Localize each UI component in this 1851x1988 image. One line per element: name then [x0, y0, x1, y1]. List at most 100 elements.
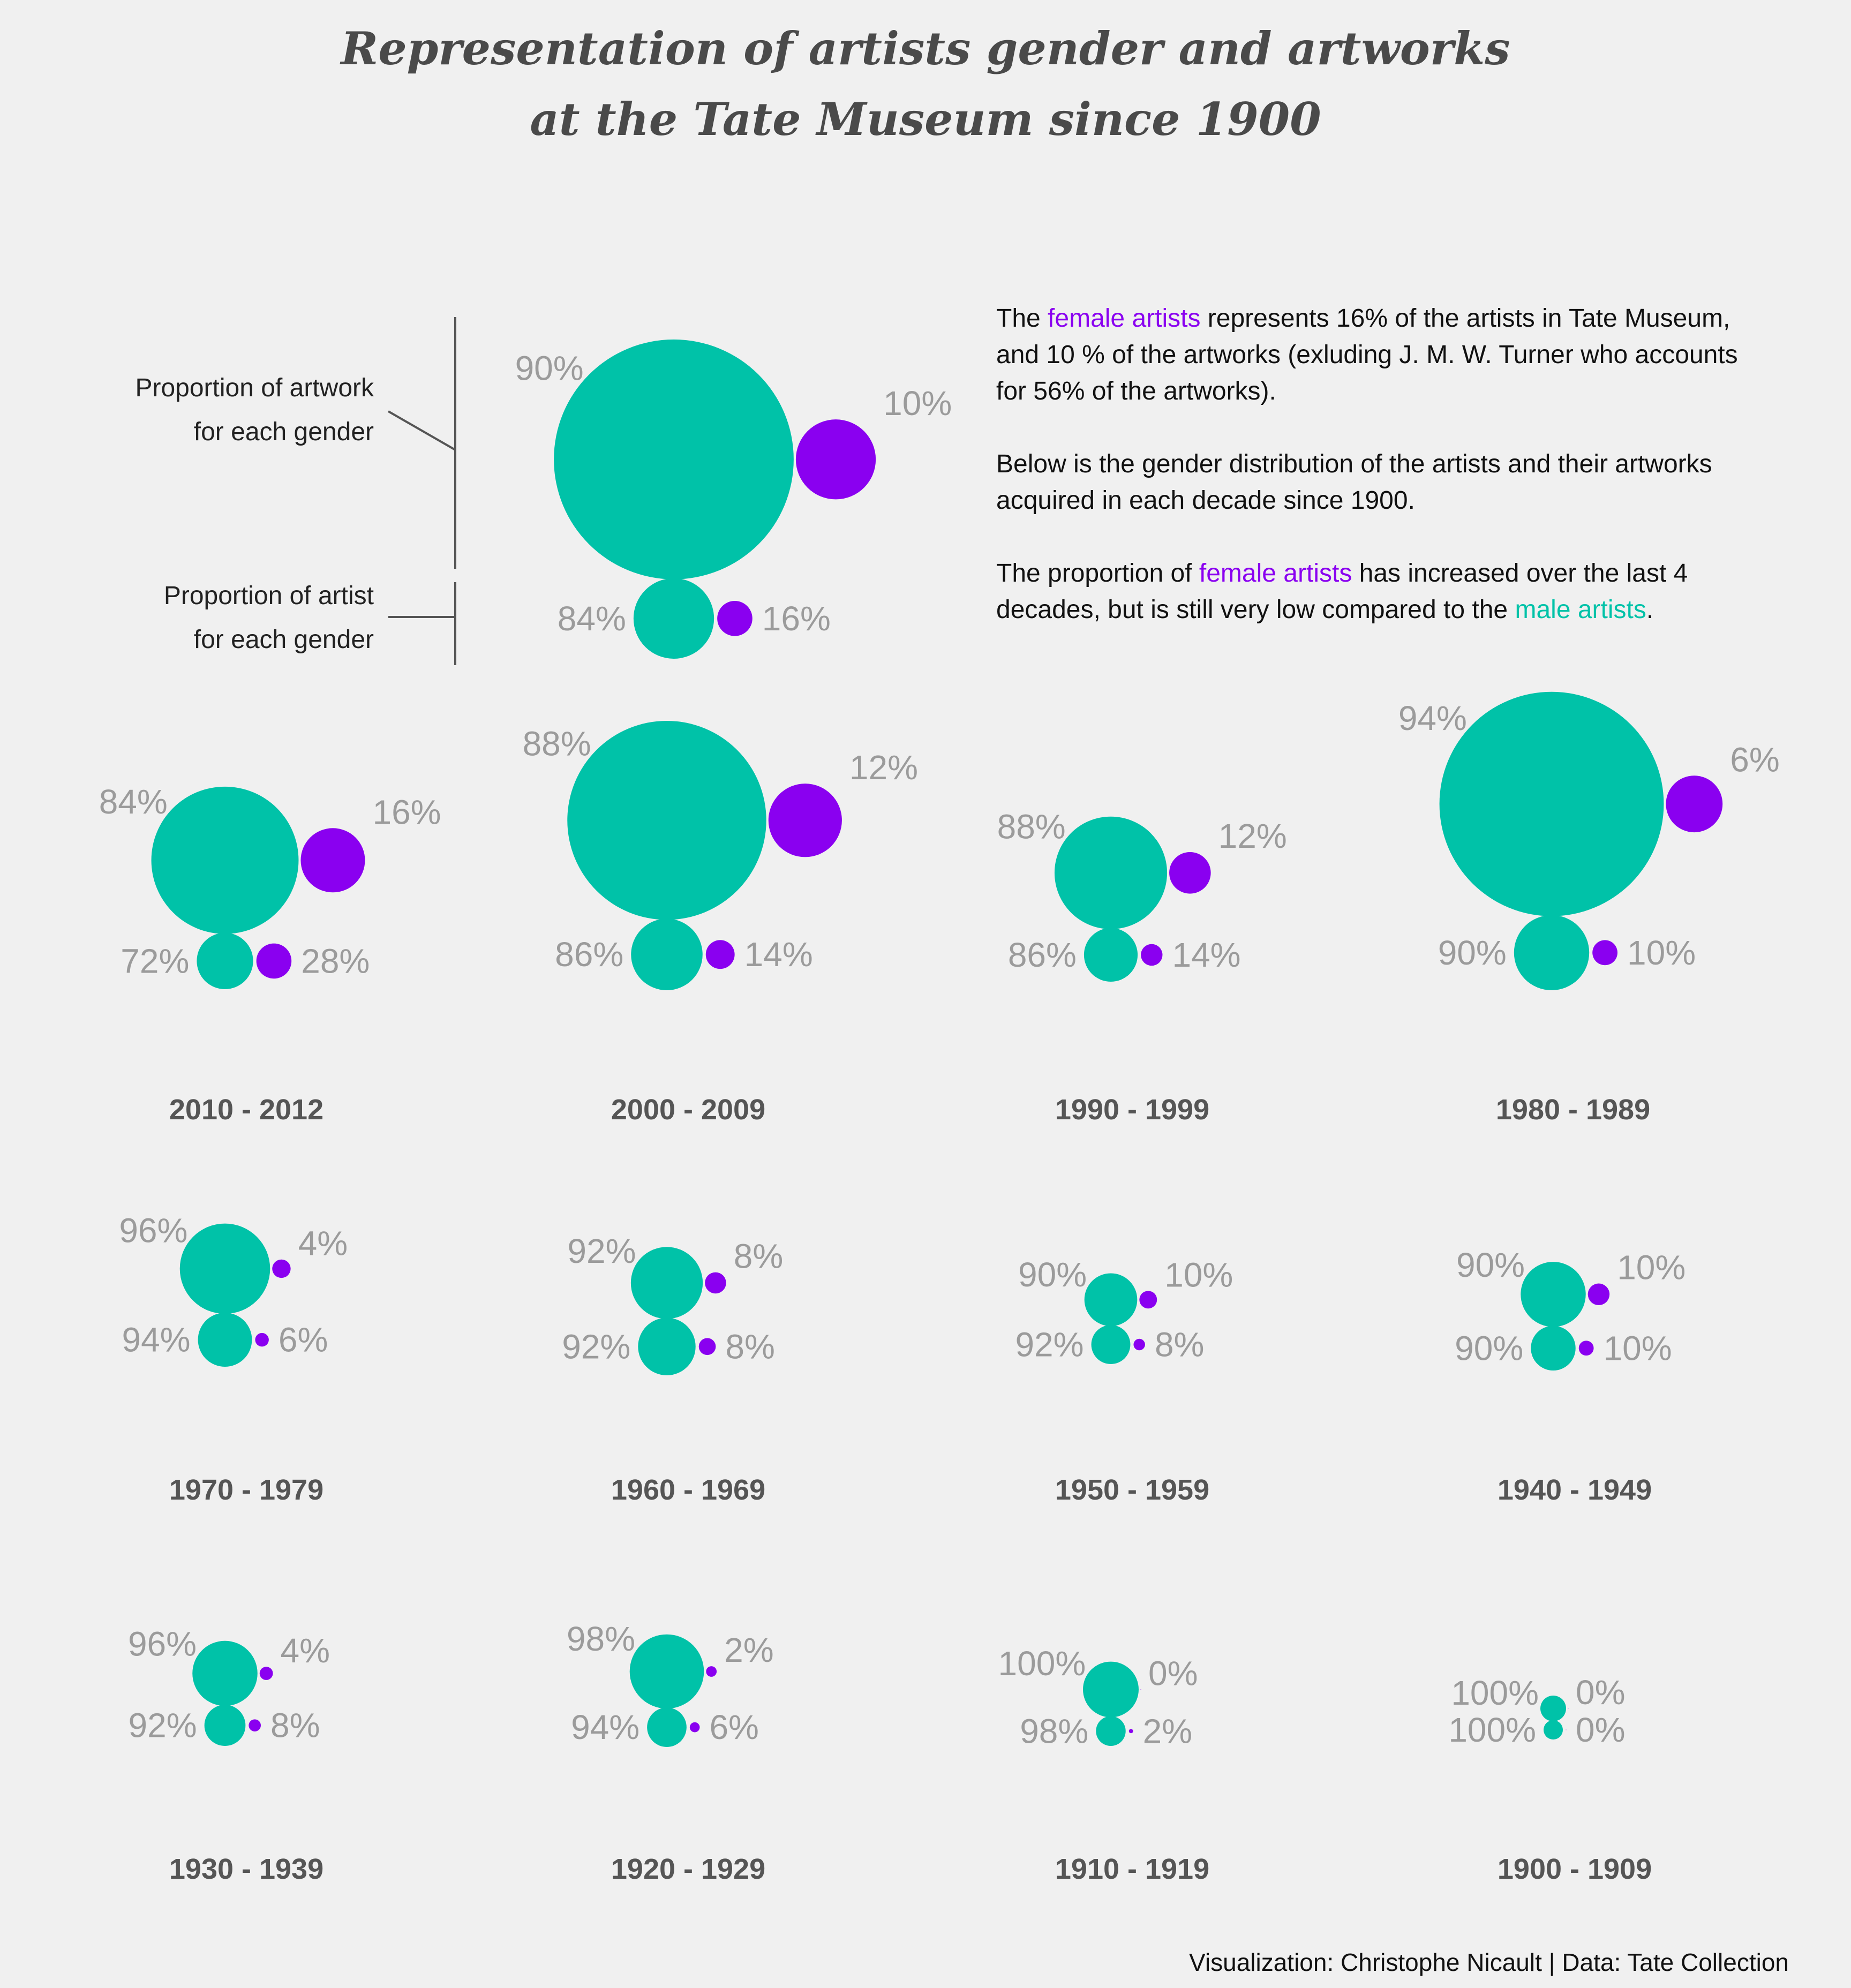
decade-0-artwork-male-pct: 84%: [99, 782, 168, 821]
decade-9-artwork-male-pct: 98%: [567, 1620, 635, 1658]
legend-artwork-line1: Proportion of artwork: [135, 374, 374, 402]
legend-artwork-line2: for each gender: [194, 418, 374, 446]
decade-8-artist-male-pct: 92%: [129, 1706, 197, 1745]
decade-9-artwork-male-bubble: [629, 1634, 704, 1709]
decade-8-artwork-female-bubble: [259, 1667, 273, 1680]
decade-6-artwork-male-pct: 90%: [1018, 1255, 1087, 1294]
decade-label: 1960 - 1969: [611, 1474, 765, 1506]
decade-10-artwork-male-bubble: [1083, 1661, 1139, 1718]
decade-label: 1910 - 1919: [1055, 1853, 1209, 1885]
overall-bubble-group: 90% 10% 84% 16%: [515, 339, 952, 659]
decade-10-artist-male-bubble: [1096, 1716, 1126, 1746]
decade-group-2000-2009: 88% 12% 86% 14% 2000 - 2009: [523, 720, 918, 1126]
decade-5-artwork-male-bubble: [630, 1247, 703, 1319]
decade-1-artwork-male-bubble: [567, 720, 766, 920]
decade-8-artist-female-bubble: [249, 1719, 261, 1731]
decade-group-1950-1959: 90% 10% 92% 8% 1950 - 1959: [1015, 1255, 1233, 1506]
decade-4-artist-female-bubble: [255, 1332, 269, 1347]
decade-7-artwork-male-pct: 90%: [1456, 1246, 1525, 1284]
decade-group-1910-1919: 100% 0% 98% 2% 1910 - 1919: [998, 1644, 1210, 1885]
decade-label: 1920 - 1929: [611, 1853, 765, 1885]
overall-artwork-male-pct: 90%: [515, 349, 584, 387]
overall-artist-female-pct: 16%: [762, 599, 831, 638]
decade-6-artist-female-pct: 8%: [1155, 1326, 1205, 1364]
decade-3-artist-male-bubble: [1514, 915, 1590, 991]
decade-5-artwork-male-pct: 92%: [567, 1232, 636, 1270]
decade-8-artwork-male-pct: 96%: [128, 1625, 197, 1663]
decade-2-artist-female-bubble: [1141, 944, 1163, 966]
decade-1-artist-male-bubble: [631, 918, 703, 990]
info-p3-l1-c: has increased over the last 4: [1352, 559, 1688, 588]
decade-9-artist-male-pct: 94%: [571, 1708, 639, 1746]
decade-1-artwork-female-pct: 12%: [849, 748, 918, 787]
decade-0-artist-male-bubble: [197, 932, 253, 989]
decade-4-artwork-female-pct: 4%: [298, 1224, 348, 1263]
decade-8-artwork-female-pct: 4%: [281, 1631, 330, 1670]
decade-2-artist-male-pct: 86%: [1008, 936, 1077, 974]
info-p1-line2: and 10 % of the artworks (exluding J. M.…: [996, 341, 1738, 369]
legend-artist-line2: for each gender: [194, 626, 374, 654]
overall-artist-male-pct: 84%: [558, 599, 626, 638]
overall-artist-female-bubble: [717, 601, 753, 636]
info-p1-l1-c: represents 16% of the artists in Tate Mu…: [1200, 304, 1730, 333]
decade-6-artwork-female-pct: 10%: [1164, 1255, 1233, 1294]
decade-10-artwork-female-pct: 0%: [1148, 1654, 1198, 1693]
decade-5-artwork-female-bubble: [705, 1272, 726, 1294]
decade-11-artwork-female-bubble: [1568, 1708, 1569, 1709]
decade-group-1980-1989: 94% 6% 90% 10% 1980 - 1989: [1398, 691, 1780, 1126]
info-p3-line2: decades, but is still very low compared …: [996, 596, 1653, 624]
info-p1-l1-a: The: [996, 304, 1048, 333]
bubble-groups: 90% 10% 84% 16% 84% 16% 72% 28% 2010 - 2012 88% 12…: [99, 339, 1780, 1885]
info-p3-line1: The proportion of female artists has inc…: [996, 559, 1688, 588]
info-p2-line1: Below is the gender distribution of the …: [996, 450, 1712, 478]
decade-3-artist-male-pct: 90%: [1438, 933, 1507, 972]
decade-label: 1950 - 1959: [1055, 1474, 1209, 1506]
decade-11-artist-female-pct: 0%: [1576, 1711, 1626, 1749]
decade-4-artist-male-pct: 94%: [122, 1321, 190, 1359]
info-p1-line1: The female artists represents 16% of the…: [996, 304, 1730, 333]
decade-3-artist-female-bubble: [1592, 940, 1618, 966]
decade-0-artist-female-pct: 28%: [301, 942, 370, 980]
info-p3-l1-a: The proportion of: [996, 559, 1199, 588]
decade-10-artist-female-pct: 2%: [1143, 1712, 1193, 1750]
decade-label: 1990 - 1999: [1055, 1094, 1209, 1126]
decade-1-artwork-male-pct: 88%: [523, 724, 591, 763]
decade-label: 2010 - 2012: [169, 1094, 323, 1126]
decade-5-artist-male-pct: 92%: [562, 1327, 630, 1366]
decade-4-artwork-male-pct: 96%: [119, 1211, 187, 1249]
decade-2-artist-female-pct: 14%: [1172, 936, 1240, 974]
decade-group-1900-1909: 100% 0% 100% 0% 1900 - 1909: [1448, 1673, 1652, 1885]
decade-3-artwork-female-pct: 6%: [1730, 740, 1780, 779]
decade-10-artist-male-pct: 98%: [1020, 1712, 1088, 1750]
decade-0-artist-female-bubble: [256, 943, 292, 979]
decade-6-artist-female-bubble: [1133, 1338, 1145, 1351]
decade-0-artwork-male-bubble: [151, 786, 299, 934]
decade-11-artwork-female-pct: 0%: [1576, 1673, 1626, 1712]
decade-label: 1940 - 1949: [1498, 1474, 1652, 1506]
decade-7-artwork-female-bubble: [1587, 1283, 1610, 1306]
decade-3-artwork-female-bubble: [1666, 775, 1723, 833]
decade-1-artist-female-bubble: [705, 940, 735, 969]
info-p3-l2-a: decades, but is still very low compared …: [996, 596, 1515, 624]
decade-11-artist-male-pct: 100%: [1448, 1711, 1536, 1749]
decade-6-artist-male-pct: 92%: [1015, 1326, 1083, 1364]
decade-6-artwork-female-bubble: [1139, 1291, 1157, 1309]
decade-11-artwork-male-pct: 100%: [1451, 1674, 1539, 1712]
decade-3-artwork-male-bubble: [1439, 691, 1664, 916]
decade-11-artist-male-bubble: [1544, 1720, 1563, 1740]
chart-title-line1: Representation of artists gender and art…: [340, 22, 1510, 75]
decade-3-artist-female-pct: 10%: [1627, 933, 1696, 972]
decade-2-artwork-female-bubble: [1169, 852, 1211, 894]
decade-group-1930-1939: 96% 4% 92% 8% 1930 - 1939: [128, 1625, 330, 1885]
info-male-highlight: male artists: [1515, 596, 1646, 624]
decade-5-artwork-female-pct: 8%: [734, 1237, 784, 1276]
decade-group-1940-1949: 90% 10% 90% 10% 1940 - 1949: [1455, 1246, 1686, 1506]
legend-artist-line1: Proportion of artist: [164, 582, 374, 610]
decade-4-artwork-female-bubble: [272, 1259, 291, 1278]
legend-artwork-pointer: [388, 410, 456, 451]
decade-2-artist-male-bubble: [1083, 928, 1138, 982]
decade-1-artist-female-pct: 14%: [744, 935, 813, 974]
decade-0-artist-male-pct: 72%: [121, 942, 189, 980]
info-p2-line2: acquired in each decade since 1900.: [996, 486, 1415, 515]
